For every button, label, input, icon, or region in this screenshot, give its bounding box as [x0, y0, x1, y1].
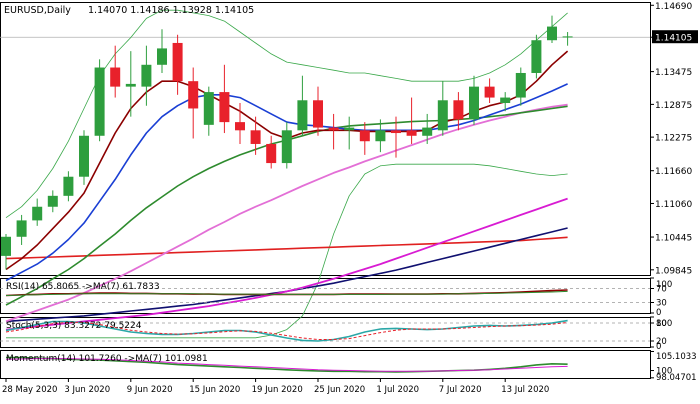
stoch-main-line	[5, 319, 568, 342]
pane-frames	[0, 2, 651, 379]
candle-body	[515, 72, 526, 98]
candle-body	[157, 48, 167, 65]
candle-body	[453, 100, 464, 120]
ma-red-line	[5, 236, 568, 260]
candle-body	[500, 97, 511, 104]
axis-tick-label: 100	[656, 319, 672, 329]
rsi-title: RSI(14) 65.8065 ->MA(7) 61.7833	[6, 282, 160, 292]
candle-body	[437, 100, 448, 131]
candle-body	[94, 67, 105, 136]
candle-body	[328, 127, 339, 131]
symbol-label: EURUSD,Daily	[4, 5, 71, 16]
candle-body	[313, 100, 323, 128]
candle-body	[250, 130, 261, 144]
current-price-box	[652, 30, 698, 44]
candle-body	[79, 135, 89, 177]
axis-tick-label: 30	[656, 299, 667, 309]
axis-tick-label: 98.04701	[656, 373, 697, 383]
candle-body	[562, 36, 573, 38]
candle-body	[219, 92, 230, 123]
candle-body	[406, 130, 417, 136]
candle-body	[297, 100, 308, 131]
time-tick-label: 25 Jun 2020	[314, 385, 365, 395]
candle-body	[203, 92, 214, 125]
axis-tick-label: 105.1033	[656, 352, 697, 362]
time-axis: 28 May 2020 3 Jun 2020 9 Jun 2020 15 Jun 20…	[2, 378, 549, 395]
price-tick-label: 1.11660	[655, 167, 692, 177]
time-tick-label: 19 Jun 2020	[252, 385, 303, 395]
time-tick-label: 9 Jun 2020	[127, 385, 173, 395]
candle-body	[547, 26, 557, 41]
candle-body	[16, 220, 27, 237]
pane-frame-stoch	[0, 317, 651, 348]
candle-body	[188, 81, 199, 109]
candle-body	[469, 86, 479, 120]
current-price-label: 1.14105	[655, 34, 692, 44]
axis-tick-label: 20	[656, 337, 667, 347]
price-tick-label: 1.12875	[655, 101, 692, 111]
candle-body	[110, 67, 121, 87]
candle-body	[235, 122, 245, 131]
time-tick-label: 7 Jul 2020	[439, 385, 482, 395]
price-tick-label: 1.13475	[655, 68, 692, 78]
time-tick-label: 13 Jul 2020	[501, 385, 549, 395]
ma-magenta-line	[5, 197, 568, 331]
candle-body	[32, 206, 43, 221]
candle-body	[484, 86, 495, 98]
time-tick-label: 3 Jun 2020	[64, 385, 110, 395]
candle-body	[172, 42, 183, 82]
axis-tick-label: 0	[656, 308, 661, 318]
time-tick-label: 15 Jun 2020	[189, 385, 240, 395]
axis-tick-label: 100	[656, 367, 672, 377]
bollinger-lower-line	[6, 163, 568, 339]
candle-body	[281, 130, 292, 164]
pane-frame-mom	[0, 350, 651, 379]
price-tick-label: 1.11060	[655, 200, 692, 210]
axis-tick-label: 0	[656, 342, 661, 352]
axis-tick-label: 70	[656, 285, 667, 295]
price-tick-label: 1.10445	[655, 234, 692, 244]
momentum-ma-line	[5, 358, 568, 372]
price-tick-label: 1.12275	[655, 134, 692, 144]
time-tick-label: 1 Jul 2020	[376, 385, 419, 395]
ohlc-values: 1.14070 1.14186 1.13928 1.14105	[88, 5, 254, 16]
stoch-signal-line	[5, 321, 568, 340]
candle-body	[375, 130, 386, 142]
candle-body	[125, 83, 136, 87]
axis-tick-label: 80	[656, 319, 667, 329]
axis-tick-label: 100	[656, 280, 672, 290]
candle-body	[266, 143, 277, 164]
candle-body	[359, 130, 370, 142]
momentum-title: Momentum(14) 101.7260 ->MA(7) 101.0981	[6, 354, 208, 364]
candle-body	[63, 176, 74, 196]
stoch-title: Stoch(5,3,3) 83.3272 79.5224	[6, 321, 142, 331]
price-pane: 1.14690 1.14105 1.13475 1.12875 1.12275 1.116…	[0, 2, 698, 339]
price-tick-label: 1.09845	[655, 266, 692, 276]
candle-body	[422, 127, 433, 136]
candle-body	[531, 40, 542, 73]
pane-frame-rsi	[0, 278, 651, 314]
rsi-ma-line	[5, 290, 568, 296]
price-tick-label: 1.14690	[655, 2, 692, 12]
pane-frame-main	[0, 2, 651, 276]
candle-body	[391, 130, 401, 134]
candle-body	[141, 64, 152, 87]
candle-body	[47, 195, 58, 207]
candle-body	[344, 127, 355, 131]
time-tick-label: 28 May 2020	[2, 385, 57, 395]
candle-body	[1, 236, 11, 256]
